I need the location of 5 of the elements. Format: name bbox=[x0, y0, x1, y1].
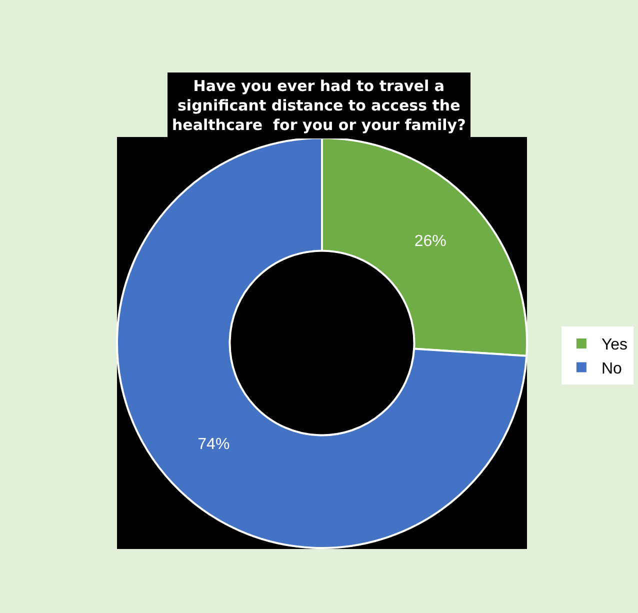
chart-title: Have you ever had to travel a significant distance to access the healthcare for you or your family? bbox=[172, 77, 466, 134]
data-label: 26% bbox=[414, 232, 446, 250]
legend-label: No bbox=[601, 360, 622, 378]
legend-label: Yes bbox=[601, 336, 628, 354]
data-label: 74% bbox=[198, 436, 230, 454]
